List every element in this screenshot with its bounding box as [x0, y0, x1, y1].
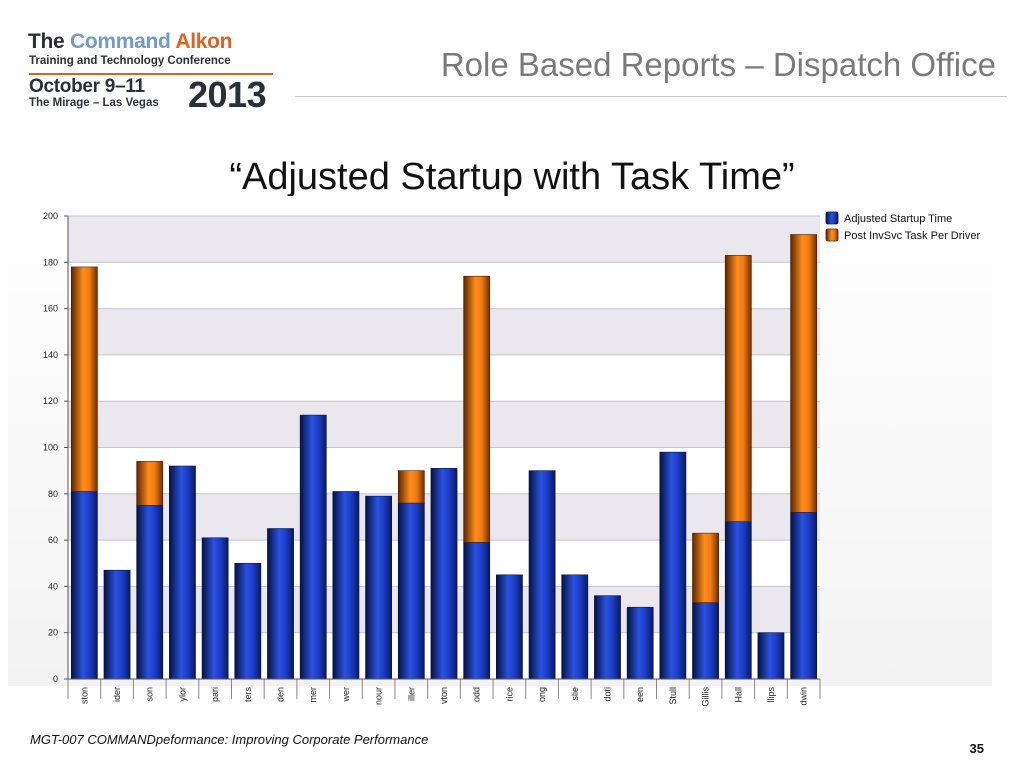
bar-adjusted-startup — [365, 495, 392, 680]
bar-adjusted-startup — [757, 632, 785, 680]
bar-adjusted-startup — [594, 595, 621, 680]
bar-adjusted-startup — [70, 491, 98, 680]
bar-post-task — [724, 255, 752, 522]
x-tick-label: dwin — [799, 687, 809, 706]
x-tick-label: son — [145, 687, 155, 702]
legend-swatch-adjusted-startup — [825, 211, 839, 225]
y-tick-label: 180 — [43, 257, 58, 267]
x-tick-label: mer — [308, 687, 318, 703]
logo-alkon: Alkon — [175, 30, 233, 53]
y-tick-label: 120 — [43, 396, 58, 406]
legend-label-adjusted-startup: Adjusted Startup Time — [844, 213, 952, 225]
y-tick-label: 0 — [53, 674, 58, 684]
y-tick-label: 100 — [43, 443, 58, 453]
legend-swatch-post-task — [825, 228, 839, 242]
bar-adjusted-startup — [430, 468, 458, 680]
y-tick-label: 80 — [48, 489, 58, 499]
logo-venue: The Mirage – Las Vegas — [29, 97, 159, 109]
logo-command: Command — [69, 30, 171, 53]
plot-band — [68, 354, 820, 402]
bar-adjusted-startup — [692, 602, 719, 680]
x-tick-label: ston — [79, 687, 89, 704]
bar-post-task — [790, 234, 818, 513]
slide-title: “Adjusted Startup with Task Time” — [229, 156, 795, 198]
bar-post-task — [397, 470, 425, 504]
logo-divider — [29, 73, 273, 75]
x-tick-label: doti — [602, 687, 612, 702]
x-tick-label: Stull — [668, 687, 678, 705]
header-title: Role Based Reports – Dispatch Office — [440, 46, 996, 83]
bar-adjusted-startup — [561, 574, 589, 680]
logo-the: The — [28, 30, 65, 53]
bar-adjusted-startup — [659, 451, 687, 680]
bar-adjusted-startup — [528, 470, 556, 680]
y-tick-label: 200 — [43, 211, 58, 221]
plot-band — [68, 308, 820, 355]
logo-date: October 9–11 — [29, 76, 145, 97]
bar-adjusted-startup — [397, 502, 425, 680]
bar-post-task — [692, 532, 719, 603]
x-tick-label: pari — [210, 687, 220, 702]
plot-band — [68, 216, 820, 263]
x-tick-label: Hall — [733, 687, 743, 703]
y-tick-label: 160 — [43, 304, 58, 314]
x-tick-label: Gillis — [701, 687, 711, 707]
x-tick-label: ong — [537, 687, 547, 702]
bar-adjusted-startup — [201, 537, 229, 680]
footer-text: MGT-007 COMMANDpeformance: Improving Cor… — [30, 732, 429, 747]
x-tick-label: rice — [504, 687, 514, 702]
logo-title: The Command Alkon — [28, 30, 232, 54]
y-tick-label: 140 — [43, 350, 58, 360]
x-tick-label: ylor — [177, 687, 187, 702]
bar-adjusted-startup — [496, 574, 523, 680]
bar-adjusted-startup — [169, 465, 196, 680]
bar-adjusted-startup — [626, 606, 654, 680]
legend-label-post-task: Post InvSvc Task Per Driver — [844, 230, 980, 242]
x-tick-label: llips — [766, 687, 776, 703]
logo-year: 2013 — [188, 74, 267, 115]
x-tick-label: nour — [374, 687, 384, 705]
bar-post-task — [463, 275, 491, 543]
bar-adjusted-startup — [724, 521, 752, 680]
x-tick-label: wer — [341, 687, 351, 703]
y-tick-label: 20 — [48, 628, 58, 638]
conference-logo: The Command Alkon Training and Technolog… — [28, 30, 288, 114]
bar-adjusted-startup — [299, 414, 327, 680]
logo-subtitle: Training and Technology Conference — [29, 55, 231, 67]
bar-adjusted-startup — [136, 505, 164, 680]
x-tick-label: vton — [439, 687, 449, 704]
x-tick-label: ters — [243, 687, 253, 703]
x-tick-label: iller — [406, 687, 416, 701]
bar-adjusted-startup — [103, 569, 131, 680]
bar-adjusted-startup — [267, 528, 294, 680]
plot-band — [68, 401, 820, 448]
bar-post-task — [136, 461, 164, 506]
x-tick-label: een — [635, 687, 645, 702]
x-tick-label: ider — [112, 687, 122, 702]
page-number: 35 — [969, 741, 984, 756]
bar-adjusted-startup — [332, 491, 360, 680]
bar-post-task — [70, 266, 98, 492]
bar-adjusted-startup — [234, 562, 262, 680]
x-tick-label: odd — [472, 687, 482, 702]
y-tick-label: 60 — [48, 535, 58, 545]
bar-adjusted-startup — [463, 542, 491, 680]
plot-band — [68, 262, 820, 309]
header-divider — [295, 96, 1007, 97]
y-tick-label: 40 — [48, 581, 58, 591]
x-tick-label: den — [276, 687, 286, 702]
bar-adjusted-startup — [790, 512, 818, 680]
x-tick-label: slie — [570, 687, 580, 701]
